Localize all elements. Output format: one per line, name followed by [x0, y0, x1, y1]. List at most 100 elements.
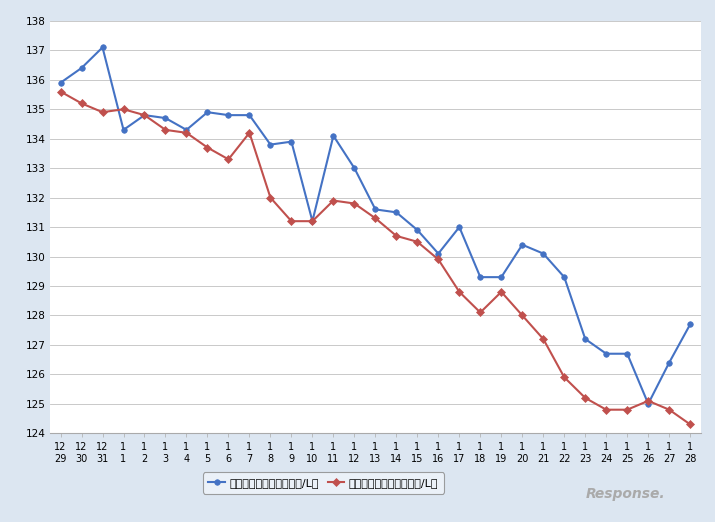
レギュラー看板価格（円/L）: [686, 321, 694, 327]
Text: 14: 14: [390, 455, 403, 465]
Text: 1: 1: [142, 442, 147, 452]
レギュラー看板価格（円/L）: [245, 112, 254, 118]
レギュラー看板価格（円/L）: [98, 44, 107, 51]
レギュラー実売価格（円/L）: [371, 215, 380, 221]
レギュラー看板価格（円/L）: [350, 165, 359, 171]
Text: 11: 11: [327, 455, 340, 465]
Text: 1: 1: [310, 442, 315, 452]
レギュラー実売価格（円/L）: [623, 407, 631, 413]
Text: 1: 1: [225, 442, 232, 452]
レギュラー実売価格（円/L）: [602, 407, 611, 413]
Text: 29: 29: [54, 455, 66, 465]
Text: 13: 13: [369, 455, 382, 465]
Text: 1: 1: [120, 455, 127, 465]
レギュラー看板価格（円/L）: [308, 218, 317, 224]
Text: 1: 1: [582, 442, 588, 452]
レギュラー実売価格（円/L）: [329, 197, 337, 204]
Text: 1: 1: [184, 442, 189, 452]
Text: 1: 1: [645, 442, 651, 452]
Text: 12: 12: [75, 442, 88, 452]
レギュラー実売価格（円/L）: [518, 312, 526, 318]
Text: 1: 1: [288, 442, 295, 452]
Text: 23: 23: [579, 455, 591, 465]
レギュラー看板価格（円/L）: [623, 351, 631, 357]
Text: 31: 31: [97, 455, 109, 465]
レギュラー看板価格（円/L）: [119, 127, 128, 133]
Text: Response.: Response.: [586, 487, 665, 501]
レギュラー看板価格（円/L）: [225, 112, 233, 118]
レギュラー実売価格（円/L）: [644, 398, 653, 404]
レギュラー実売価格（円/L）: [266, 195, 275, 201]
Text: 20: 20: [516, 455, 528, 465]
Text: 1: 1: [162, 442, 169, 452]
レギュラー看板価格（円/L）: [371, 206, 380, 212]
レギュラー看板価格（円/L）: [434, 251, 443, 257]
レギュラー実売価格（円/L）: [161, 127, 169, 133]
レギュラー実売価格（円/L）: [581, 395, 590, 401]
レギュラー看板価格（円/L）: [560, 274, 568, 280]
レギュラー実売価格（円/L）: [287, 218, 296, 224]
レギュラー実売価格（円/L）: [245, 129, 254, 136]
レギュラー実売価格（円/L）: [686, 421, 694, 428]
Text: 1: 1: [519, 442, 526, 452]
レギュラー実売価格（円/L）: [77, 100, 86, 106]
Text: 1: 1: [666, 442, 672, 452]
Text: 3: 3: [162, 455, 169, 465]
Text: 16: 16: [432, 455, 445, 465]
レギュラー看板価格（円/L）: [161, 115, 169, 121]
Text: 1: 1: [414, 442, 420, 452]
Legend: レギュラー看板価格（円/L）, レギュラー実売価格（円/L）: レギュラー看板価格（円/L）, レギュラー実売価格（円/L）: [203, 472, 444, 494]
Text: 28: 28: [684, 455, 696, 465]
Text: 1: 1: [603, 442, 609, 452]
レギュラー実売価格（円/L）: [308, 218, 317, 224]
レギュラー看板価格（円/L）: [287, 138, 296, 145]
レギュラー看板価格（円/L）: [476, 274, 485, 280]
Text: 10: 10: [306, 455, 319, 465]
Text: 30: 30: [75, 455, 88, 465]
レギュラー実売価格（円/L）: [56, 88, 65, 94]
Text: 2: 2: [142, 455, 147, 465]
レギュラー実売価格（円/L）: [119, 106, 128, 112]
Text: 1: 1: [204, 442, 210, 452]
Text: 17: 17: [453, 455, 465, 465]
Text: 19: 19: [495, 455, 508, 465]
Text: 7: 7: [247, 455, 252, 465]
Text: 18: 18: [474, 455, 486, 465]
Text: 1: 1: [330, 442, 337, 452]
Text: 12: 12: [348, 455, 360, 465]
Text: 1: 1: [247, 442, 252, 452]
レギュラー看板価格（円/L）: [140, 112, 149, 118]
レギュラー実売価格（円/L）: [413, 239, 422, 245]
レギュラー看板価格（円/L）: [203, 109, 212, 115]
Text: 1: 1: [541, 442, 546, 452]
Text: 21: 21: [537, 455, 549, 465]
レギュラー看板価格（円/L）: [644, 401, 653, 407]
レギュラー実売価格（円/L）: [665, 407, 674, 413]
レギュラー実売価格（円/L）: [225, 156, 233, 162]
レギュラー実売価格（円/L）: [476, 310, 485, 316]
Text: 1: 1: [351, 442, 358, 452]
Text: 1: 1: [624, 442, 631, 452]
Text: 24: 24: [600, 455, 613, 465]
Text: 25: 25: [621, 455, 633, 465]
Text: 6: 6: [225, 455, 232, 465]
レギュラー看板価格（円/L）: [77, 65, 86, 71]
レギュラー看板価格（円/L）: [182, 127, 191, 133]
レギュラー実売価格（円/L）: [434, 256, 443, 263]
レギュラー実売価格（円/L）: [203, 145, 212, 151]
レギュラー実売価格（円/L）: [182, 129, 191, 136]
レギュラー看板価格（円/L）: [539, 251, 548, 257]
レギュラー実売価格（円/L）: [392, 233, 400, 239]
レギュラー看板価格（円/L）: [518, 242, 526, 248]
Text: 15: 15: [411, 455, 423, 465]
レギュラー看板価格（円/L）: [56, 80, 65, 86]
Text: 1: 1: [477, 442, 483, 452]
Text: 1: 1: [561, 442, 567, 452]
レギュラー看板価格（円/L）: [266, 141, 275, 148]
Text: 1: 1: [267, 442, 274, 452]
レギュラー実売価格（円/L）: [350, 200, 359, 207]
レギュラー看板価格（円/L）: [392, 209, 400, 216]
レギュラー看板価格（円/L）: [413, 227, 422, 233]
レギュラー実売価格（円/L）: [98, 109, 107, 115]
Text: 1: 1: [393, 442, 400, 452]
